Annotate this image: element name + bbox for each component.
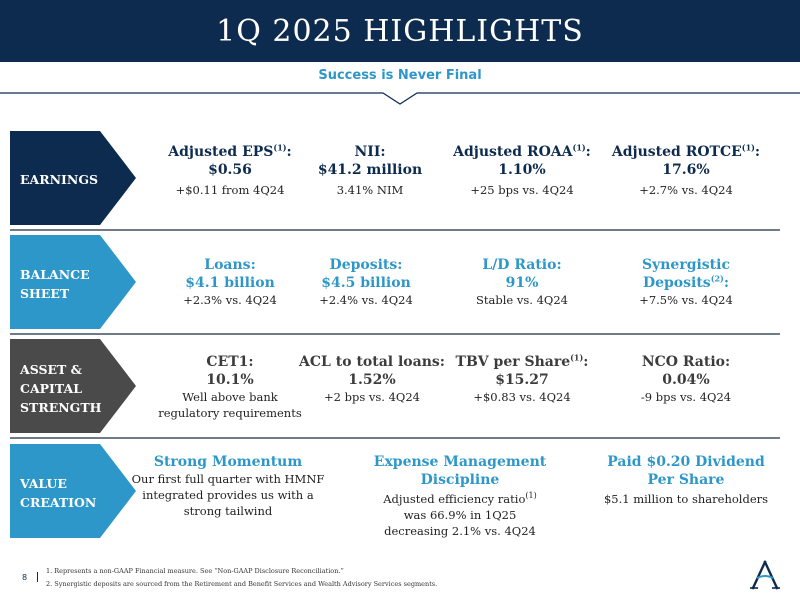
metric-adjusted-roaa: Adjusted ROAA(1): 1.10% +25 bps vs. 4Q24: [453, 142, 591, 197]
metric-cet1: CET1: 10.1% Well above bank regulatory r…: [158, 354, 302, 420]
company-logo-icon: [750, 560, 780, 590]
metric-loans: Loans: $4.1 billion +2.3% vs. 4Q24: [183, 257, 277, 307]
page-title: 1Q 2025 HIGHLIGHTS: [216, 14, 584, 49]
subtitle: Success is Never Final: [318, 68, 482, 83]
metric-strong-momentum: Strong Momentum Our first full quarter w…: [131, 454, 325, 518]
title-bar: [0, 0, 800, 62]
metric-tbv-per-share: TBV per Share(1): $15.27 +$0.83 vs. 4Q24: [455, 352, 589, 404]
metric-synergistic-deposits: Synergistic Deposits(2): +7.5% vs. 4Q24: [639, 257, 733, 307]
subtitle-divider: [0, 92, 800, 105]
balance-sheet-label: BALANCE SHEET: [20, 267, 90, 301]
metric-acl-to-total-loans: ACL to total loans: 1.52% +2 bps vs. 4Q2…: [299, 354, 445, 404]
earnings-label: EARNINGS: [20, 172, 99, 187]
page-number-divider: [37, 572, 38, 582]
value-creation-chevron: [10, 444, 136, 538]
row-divider: [10, 333, 780, 335]
value-creation-label: VALUE CREATION: [20, 476, 97, 510]
asset-capital-label: ASSET & CAPITAL STRENGTH: [20, 362, 102, 415]
earnings-chevron: [10, 131, 136, 225]
footnotes: 1. Represents a non-GAAP Financial measu…: [46, 565, 437, 591]
footnote-1: 1. Represents a non-GAAP Financial measu…: [46, 567, 344, 575]
row-divider: [10, 437, 780, 439]
row-divider: [10, 229, 780, 231]
metric-ld-ratio: L/D Ratio: 91% Stable vs. 4Q24: [476, 257, 568, 307]
metric-nco-ratio: NCO Ratio: 0.04% -9 bps vs. 4Q24: [640, 354, 732, 404]
metric-adjusted-rotce: Adjusted ROTCE(1): 17.6% +2.7% vs. 4Q24: [611, 142, 761, 197]
metric-adjusted-eps: Adjusted EPS(1): $0.56 +$0.11 from 4Q24: [168, 142, 292, 197]
balance-sheet-chevron: [10, 235, 136, 329]
metric-expense-management: Expense Management Discipline Adjusted e…: [373, 454, 547, 538]
metric-nii: NII: $41.2 million 3.41% NIM: [317, 144, 423, 197]
page-number: 8: [22, 573, 28, 582]
metric-dividend: Paid $0.20 Dividend Per Share $5.1 milli…: [603, 454, 769, 506]
metric-deposits: Deposits: $4.5 billion +2.4% vs. 4Q24: [319, 257, 413, 307]
asset-capital-chevron: [10, 339, 136, 433]
footnote-2: 2. Synergistic deposits are sourced from…: [46, 580, 438, 588]
